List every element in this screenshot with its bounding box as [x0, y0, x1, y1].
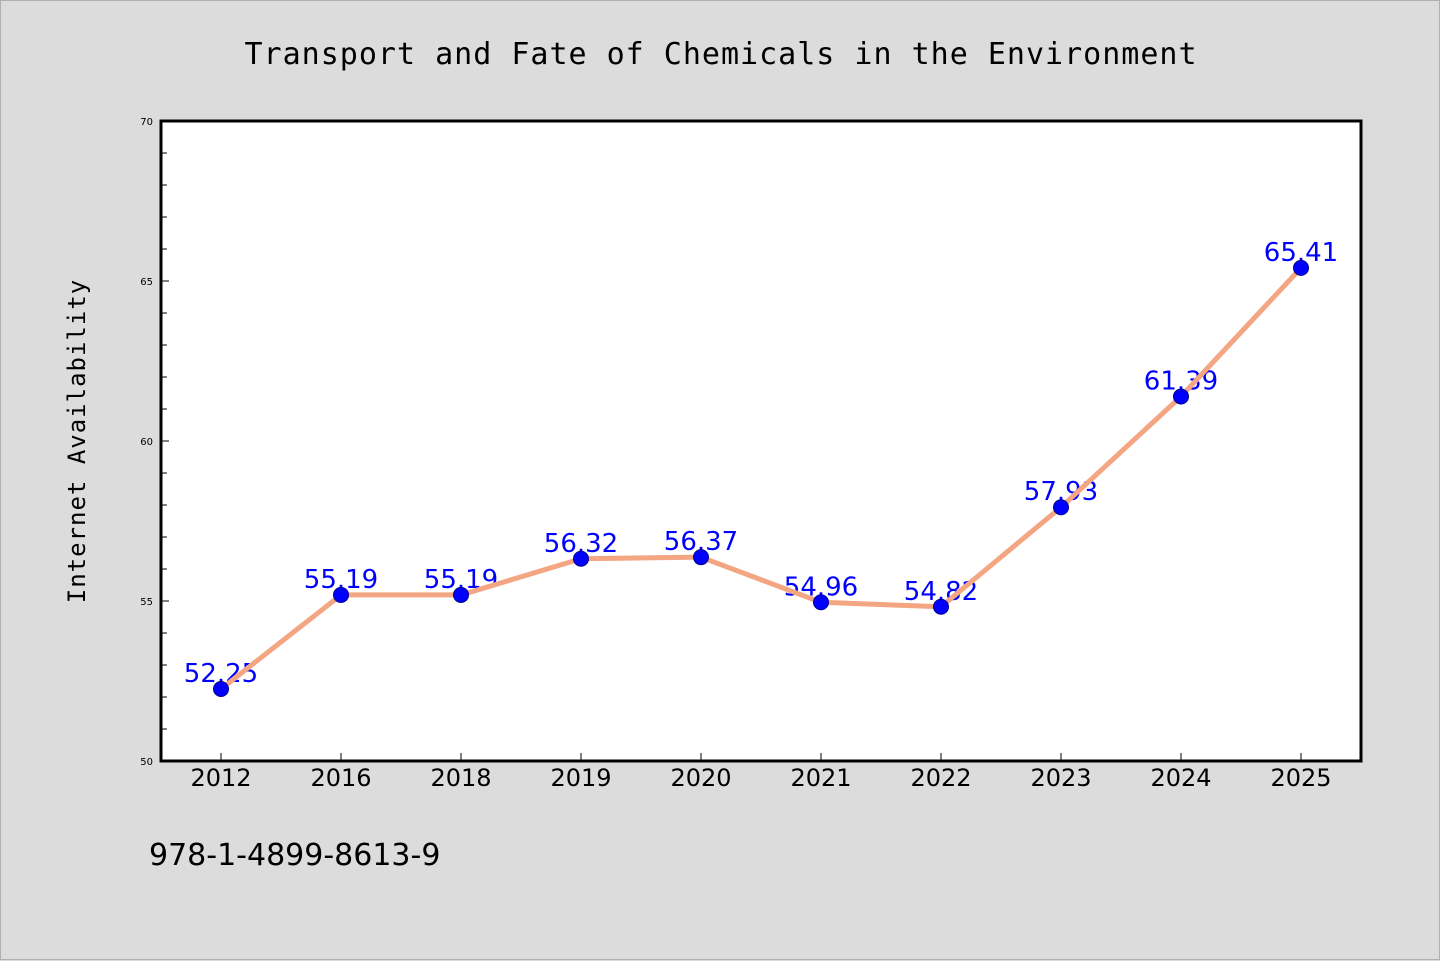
- x-tick-label: 2024: [1150, 764, 1211, 792]
- chart-title: Transport and Fate of Chemicals in the E…: [244, 37, 1197, 72]
- y-tick-label: 70: [140, 117, 153, 128]
- data-point: [693, 549, 709, 566]
- data-point: [333, 586, 349, 603]
- data-point: [213, 681, 229, 697]
- data-point: [1293, 259, 1309, 276]
- data-point: [573, 550, 589, 567]
- y-tick-label: 55: [140, 597, 153, 608]
- x-tick-label: 2025: [1270, 764, 1331, 792]
- data-point: [1053, 499, 1069, 516]
- x-tick-label: 2021: [790, 764, 851, 792]
- x-tick-label: 2020: [670, 764, 731, 792]
- y-tick-label: 65: [140, 277, 153, 288]
- x-tick-label: 2022: [910, 764, 971, 792]
- data-point: [453, 586, 469, 603]
- data-point: [933, 598, 949, 615]
- series-line: [218, 265, 1304, 692]
- y-axis: 50 55 60 65 70: [140, 117, 169, 768]
- x-axis: 2012 2016 2018 2019 2020 2021 2022 2023 2024 2025: [190, 753, 1332, 792]
- y-tick-label: 60: [140, 437, 153, 448]
- x-tick-label: 2019: [550, 764, 611, 792]
- x-tick-label: 2018: [430, 764, 491, 792]
- data-point: [813, 594, 829, 611]
- y-tick-label: 50: [140, 757, 153, 768]
- x-tick-label: 2012: [190, 764, 251, 792]
- series-group: [213, 259, 1309, 697]
- isbn-text: 978-1-4899-8613-9: [149, 838, 440, 873]
- x-tick-label: 2016: [310, 764, 371, 792]
- y-axis-label: Internet Availability: [63, 279, 91, 603]
- x-tick-label: 2023: [1030, 764, 1091, 792]
- plot-area: [159, 119, 1363, 763]
- data-point: [1173, 388, 1189, 405]
